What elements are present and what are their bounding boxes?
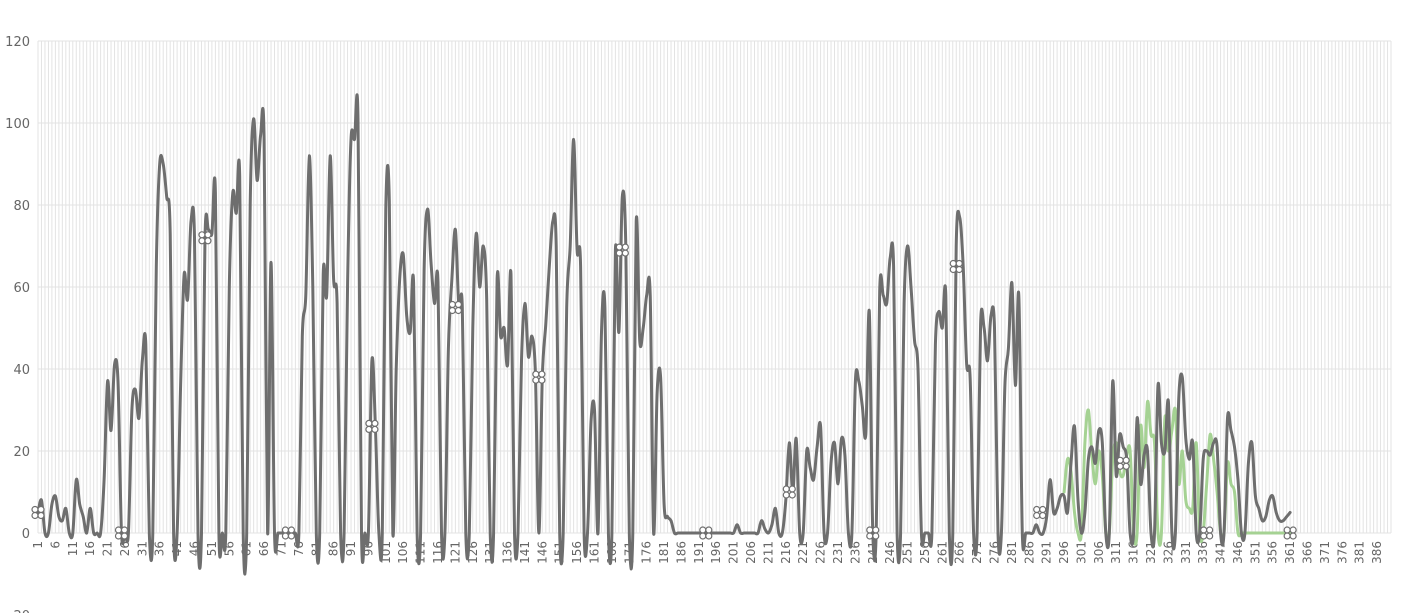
data-point-marker (949, 259, 963, 274)
x-tick-label: 221 (796, 541, 810, 564)
x-tick-label: 16 (83, 541, 97, 556)
data-point-marker (281, 526, 296, 540)
y-tick-label: 80 (13, 199, 30, 214)
x-tick-label: 371 (1318, 541, 1332, 564)
data-point-marker (31, 505, 45, 520)
x-tick-label: 331 (1179, 541, 1193, 564)
series-lines (36, 93, 1292, 576)
x-tick-label: 86 (327, 541, 341, 556)
x-tick-label: 226 (814, 541, 828, 564)
x-tick-label: 161 (588, 541, 602, 564)
x-tick-label: 141 (518, 541, 532, 564)
data-point-marker (782, 485, 796, 499)
x-tick-label: 21 (101, 541, 115, 556)
x-tick-label: 346 (1231, 541, 1245, 564)
x-tick-label: 211 (761, 541, 775, 564)
x-tick-label: 51 (205, 541, 219, 556)
data-point-marker (114, 526, 129, 540)
x-tick-label: 206 (744, 541, 758, 564)
x-tick-label: 136 (501, 541, 515, 564)
data-point-marker (198, 231, 212, 245)
y-tick-label: -20 (9, 609, 30, 613)
x-tick-label: 36 (153, 541, 167, 556)
x-tick-label: 231 (831, 541, 845, 564)
data-point-marker (1283, 526, 1297, 540)
data-point-marker (699, 526, 713, 540)
x-tick-label: 301 (1074, 541, 1088, 564)
x-tick-label: 336 (1196, 541, 1210, 564)
x-tick-label: 181 (657, 541, 671, 564)
x-tick-label: 381 (1353, 541, 1367, 564)
x-tick-label: 311 (1109, 541, 1123, 564)
data-point-marker (365, 419, 379, 433)
x-tick-label: 296 (1057, 541, 1071, 564)
x-tick-label: 366 (1301, 541, 1315, 564)
x-tick-label: 201 (727, 541, 741, 564)
y-tick-label: 60 (13, 281, 30, 296)
x-tick-label: 386 (1370, 541, 1384, 564)
x-tick-label: 291 (1040, 541, 1054, 564)
y-tick-label: 100 (5, 117, 30, 132)
x-tick-label: 361 (1283, 541, 1297, 564)
x-tick-label: 26 (118, 541, 132, 556)
x-tick-label: 256 (918, 541, 932, 564)
x-axis-tick-labels: 1 6 11 16 21 26 31 36 41 46 51 56 61 66 71 76 81 86 91 96 10… (31, 541, 1384, 564)
x-tick-label: 281 (1005, 541, 1019, 564)
x-tick-label: 341 (1214, 541, 1228, 564)
data-point-marker (532, 370, 546, 384)
x-tick-label: 261 (935, 541, 949, 564)
x-tick-label: 91 (344, 541, 358, 556)
x-tick-label: 106 (396, 541, 410, 564)
x-tick-label: 121 (448, 541, 462, 564)
data-point-marker (615, 243, 629, 257)
point-markers (31, 231, 1297, 540)
x-tick-label: 356 (1266, 541, 1280, 564)
x-tick-label: 1 (31, 541, 45, 549)
x-tick-label: 76 (292, 541, 306, 556)
x-tick-label: 266 (953, 541, 967, 564)
x-tick-label: 191 (692, 541, 706, 564)
data-point-marker (1200, 526, 1214, 540)
x-tick-label: 216 (779, 541, 793, 564)
y-tick-label: 0 (22, 527, 30, 542)
series-line (36, 93, 1292, 576)
x-tick-label: 351 (1248, 541, 1262, 564)
x-tick-label: 146 (535, 541, 549, 564)
x-tick-label: 186 (674, 541, 688, 564)
data-point-marker (1116, 456, 1130, 470)
x-tick-label: 286 (1022, 541, 1036, 564)
x-tick-label: 176 (640, 541, 654, 564)
x-tick-label: 376 (1335, 541, 1349, 564)
x-tick-label: 251 (901, 541, 915, 564)
x-tick-label: 316 (1127, 541, 1141, 564)
x-tick-label: 31 (135, 541, 149, 556)
data-point-marker (1033, 505, 1047, 520)
x-tick-label: 6 (48, 541, 62, 549)
x-tick-label: 66 (257, 541, 271, 556)
y-tick-label: 20 (13, 445, 30, 460)
x-tick-label: 246 (883, 541, 897, 564)
y-tick-label: 120 (5, 35, 30, 50)
data-point-marker (866, 526, 880, 540)
x-tick-label: 196 (709, 541, 723, 564)
y-axis-tick-labels: 0 20 40 60 80 100 120 -20 (5, 35, 30, 613)
x-tick-label: 306 (1092, 541, 1106, 564)
data-point-marker (448, 300, 462, 315)
x-tick-label: 11 (66, 541, 80, 556)
y-tick-label: 40 (13, 363, 30, 378)
x-tick-label: 156 (570, 541, 584, 564)
